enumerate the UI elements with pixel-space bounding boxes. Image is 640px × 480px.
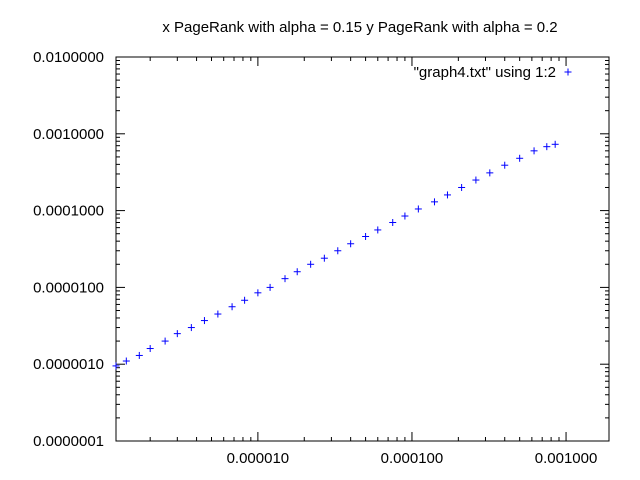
data-point <box>173 330 181 338</box>
data-point <box>551 140 559 148</box>
data-point <box>320 254 328 262</box>
data-point <box>228 303 236 311</box>
data-point <box>112 362 120 370</box>
data-point <box>187 324 195 332</box>
data-point <box>241 296 249 304</box>
data-point <box>472 176 480 184</box>
data-point <box>347 240 355 248</box>
data-point <box>374 226 382 234</box>
x-tick-label: 0.001000 <box>535 450 598 467</box>
data-point <box>443 191 451 199</box>
y-tick-label: 0.0000001 <box>33 433 104 450</box>
data-point <box>266 283 274 291</box>
data-point <box>161 337 169 345</box>
chart-title: x PageRank with alpha = 0.15 y PageRank … <box>162 19 557 36</box>
data-point <box>389 218 397 226</box>
y-tick-label: 0.0000010 <box>33 356 104 373</box>
data-point <box>334 247 342 255</box>
x-axis: 0.000010 0.000100 0.001000 <box>149 57 598 467</box>
data-point <box>543 143 551 151</box>
y-axis: 0.0000001 0.0000010 0.0000100 0.0001000 0.00… <box>33 49 609 450</box>
data-point <box>458 183 466 191</box>
plot-frame <box>115 56 610 442</box>
data-point <box>293 268 301 276</box>
data-point <box>214 310 222 318</box>
data-points <box>112 140 559 370</box>
y-tick-label: 0.0010000 <box>33 126 104 143</box>
data-point <box>146 345 154 353</box>
data-point <box>516 154 524 162</box>
data-point <box>486 169 494 177</box>
data-point <box>414 205 422 213</box>
legend-label: "graph4.txt" using 1:2 <box>414 64 556 81</box>
data-point <box>362 233 370 241</box>
y-tick-label: 0.0001000 <box>33 203 104 220</box>
data-point <box>281 275 289 283</box>
legend-marker <box>564 68 572 76</box>
data-point <box>530 147 538 155</box>
data-point <box>122 357 130 365</box>
data-point <box>501 161 509 169</box>
legend: "graph4.txt" using 1:2 <box>414 64 572 81</box>
data-point <box>401 212 409 220</box>
y-tick-label: 0.0100000 <box>33 49 104 66</box>
data-point <box>307 260 315 268</box>
data-point <box>200 317 208 325</box>
legend-marker-plus <box>564 68 572 76</box>
y-tick-label: 0.0000100 <box>33 279 104 296</box>
x-tick-label: 0.000010 <box>227 450 290 467</box>
data-point <box>254 289 262 297</box>
data-point <box>135 351 143 359</box>
data-point <box>430 198 438 206</box>
x-tick-label: 0.000100 <box>381 450 444 467</box>
